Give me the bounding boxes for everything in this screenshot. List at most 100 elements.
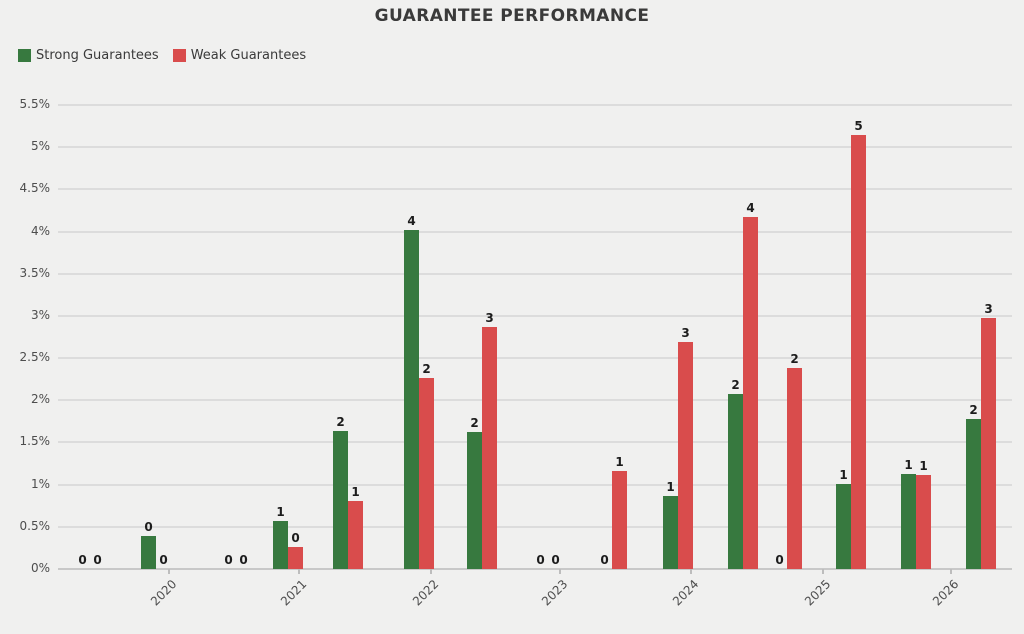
bar-value-label: 3 [485,310,494,325]
gridline [58,104,1012,106]
y-tick-label: 4% [30,223,50,238]
x-tick [430,569,432,574]
bar-strong-guarantees [901,473,916,569]
y-axis: 0% 0.5% 1% 1.5% 2% 2.5% 3% 3.5% 4% 4.5% 5% 5.5% [0,97,51,575]
bar-strong-guarantees [333,430,348,569]
y-tick-label: 2.5% [19,350,51,365]
bar-value-label: 2 [731,378,740,393]
bar-weak-guarantees [787,368,802,569]
bar-value-label: 1 [904,457,913,472]
bar-value-label: 2 [790,352,799,367]
x-tick [168,569,170,574]
bar-value-label: 0 [224,553,233,567]
y-tick-label: 1% [30,476,50,491]
bar-value-label: 1 [666,479,675,494]
gridline [58,483,1012,486]
x-tick-label: 2024 [670,577,702,609]
gridline [58,357,1012,360]
bar-value-label: 0 [536,553,545,567]
gridline [58,525,1012,528]
x-tick [822,569,824,574]
bar-value-label: 0 [551,553,560,567]
y-tick-label: 3.5% [19,265,51,280]
bar-strong-guarantees [404,229,419,569]
x-tick-label: 2025 [802,577,834,609]
y-tick-label: 5.5% [19,97,51,111]
chart-title: GUARANTEE PERFORMANCE [374,6,650,26]
bar-weak-guarantees [678,342,693,569]
legend-label: Weak Guarantees [190,48,307,63]
y-tick-label: 2% [30,392,50,407]
y-tick-label: 3% [30,307,50,322]
plot-area: 0 0 0 0 0 0 1 0 2 1 4 2 2 3 0 0 0 1 1 3 2 4 0 2 1 5 1 1 2 3 2020 2021 20… [58,104,1012,608]
x-tick-label: 2022 [410,577,442,609]
bar-value-label: 1 [615,455,624,470]
bar-value-label: 2 [470,415,479,430]
bar-strong-guarantees [141,536,156,569]
bar-value-label: 4 [746,201,755,216]
bar-weak-guarantees [981,318,996,569]
bar-value-label: 2 [422,361,431,376]
gridline [58,441,1012,444]
legend-item-weak-guarantees: Weak Guarantees [172,48,307,63]
x-tick [559,569,561,574]
bar-strong-guarantees [728,394,743,569]
bar-value-label: 4 [407,213,416,228]
legend-label: Strong Guarantees [36,48,159,63]
bar-strong-guarantees [836,483,851,569]
x-tick-label: 2020 [148,577,180,609]
bar-value-label: 1 [839,467,848,482]
bar-strong-guarantees [467,431,482,569]
bar-value-label: 5 [854,118,863,133]
bar-value-label: 3 [984,302,993,317]
bar-weak-guarantees [482,326,497,569]
bar-value-label: 0 [239,553,248,567]
bar-weak-guarantees [851,134,866,569]
bar-value-label: 0 [78,553,87,567]
bar-value-label: 0 [159,553,168,567]
weak-guarantees-swatch-icon [172,49,186,62]
bar-weak-guarantees [288,547,303,569]
bar-value-label: 1 [351,484,360,499]
y-tick-label: 1.5% [19,434,51,449]
gridline [58,314,1012,317]
gridline [58,568,1012,570]
bar-value-label: 0 [144,520,153,535]
gridline [58,272,1012,275]
x-tick-label: 2021 [278,577,310,609]
gridline [58,188,1012,191]
y-tick-label: 0% [30,561,50,575]
x-tick [950,569,952,574]
bar-value-label: 2 [969,402,978,417]
x-tick [690,569,692,574]
x-tick [298,569,300,574]
strong-guarantees-swatch-icon [18,49,31,62]
legend-item-strong-guarantees: Strong Guarantees [18,48,159,63]
bar-weak-guarantees [419,377,434,569]
bar-value-label: 0 [600,553,609,567]
bar-value-label: 2 [336,414,345,429]
gridline [58,399,1012,402]
y-tick-label: 0.5% [19,518,51,533]
x-tick-label: 2023 [539,577,571,609]
y-tick-label: 5% [30,139,50,154]
bar-strong-guarantees [273,520,288,569]
chart-legend: Strong Guarantees Weak Guarantees [18,48,306,63]
gridline [58,146,1012,149]
bar-weak-guarantees [743,217,758,569]
y-tick-label: 4.5% [19,181,51,196]
gridline [58,230,1012,233]
bar-value-label: 1 [276,504,285,519]
bar-weak-guarantees [612,471,627,569]
bar-value-label: 1 [919,459,928,474]
x-tick-label: 2026 [930,577,962,609]
bar-value-label: 0 [291,531,300,546]
bar-weak-guarantees [348,500,363,569]
bar-value-label: 0 [775,553,784,567]
bar-value-label: 0 [93,553,102,567]
bar-strong-guarantees [663,495,678,569]
bar-strong-guarantees [966,418,981,569]
bar-weak-guarantees [916,475,931,569]
bar-value-label: 3 [681,326,690,341]
